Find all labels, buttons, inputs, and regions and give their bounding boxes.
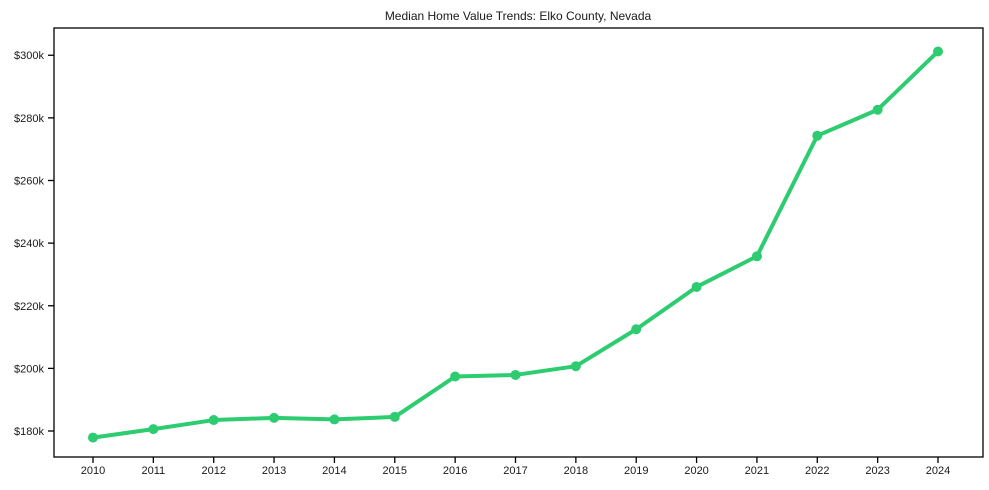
- data-point-2010: [88, 432, 98, 443]
- y-axis: $180k $200k $220k $240k $260k $280k $300k: [14, 50, 54, 438]
- data-point-2012: [208, 415, 219, 426]
- x-tick-label: 2020: [684, 465, 708, 477]
- data-point-2021: [751, 251, 762, 262]
- x-tick-label: 2016: [443, 465, 467, 477]
- x-axis: 2010 2011 2012 2013 2014 2015 2016 2017 2018 2019…: [81, 457, 950, 477]
- data-point-2023: [872, 104, 883, 115]
- x-tick-label: 2013: [262, 465, 286, 477]
- data-point-2011: [148, 424, 159, 435]
- data-point-2014: [329, 414, 340, 425]
- y-tick-label: $260k: [14, 175, 44, 187]
- x-tick-label: 2010: [81, 465, 105, 477]
- plot-area-border: [53, 27, 984, 458]
- x-tick-label: 2014: [322, 465, 346, 477]
- data-point-2013: [269, 412, 280, 423]
- data-points: [88, 46, 943, 443]
- data-point-2020: [691, 281, 702, 292]
- x-tick-label: 2019: [624, 465, 648, 477]
- y-tick-label: $300k: [14, 50, 44, 62]
- y-tick-label: $240k: [14, 238, 44, 250]
- data-point-2022: [812, 130, 823, 141]
- x-tick-label: 2017: [503, 465, 527, 477]
- data-point-2024: [933, 46, 943, 57]
- y-tick-label: $180k: [14, 426, 44, 438]
- x-tick-label: 2022: [805, 465, 829, 477]
- data-point-2015: [389, 411, 400, 422]
- data-point-2019: [631, 324, 642, 335]
- x-tick-label: 2012: [201, 465, 225, 477]
- x-tick-label: 2011: [142, 465, 166, 477]
- chart-title: Median Home Value Trends: Elko County, N…: [385, 9, 652, 23]
- y-tick-label: $200k: [14, 363, 44, 375]
- x-tick-label: 2023: [865, 465, 889, 477]
- x-tick-label: 2018: [564, 465, 588, 477]
- x-tick-label: 2024: [926, 465, 950, 477]
- x-tick-label: 2021: [745, 465, 769, 477]
- y-tick-label: $280k: [14, 113, 44, 125]
- data-point-2016: [450, 371, 461, 382]
- y-tick-label: $220k: [14, 301, 44, 313]
- x-tick-label: 2015: [383, 465, 407, 477]
- data-point-2018: [570, 361, 581, 372]
- data-point-2017: [510, 369, 521, 380]
